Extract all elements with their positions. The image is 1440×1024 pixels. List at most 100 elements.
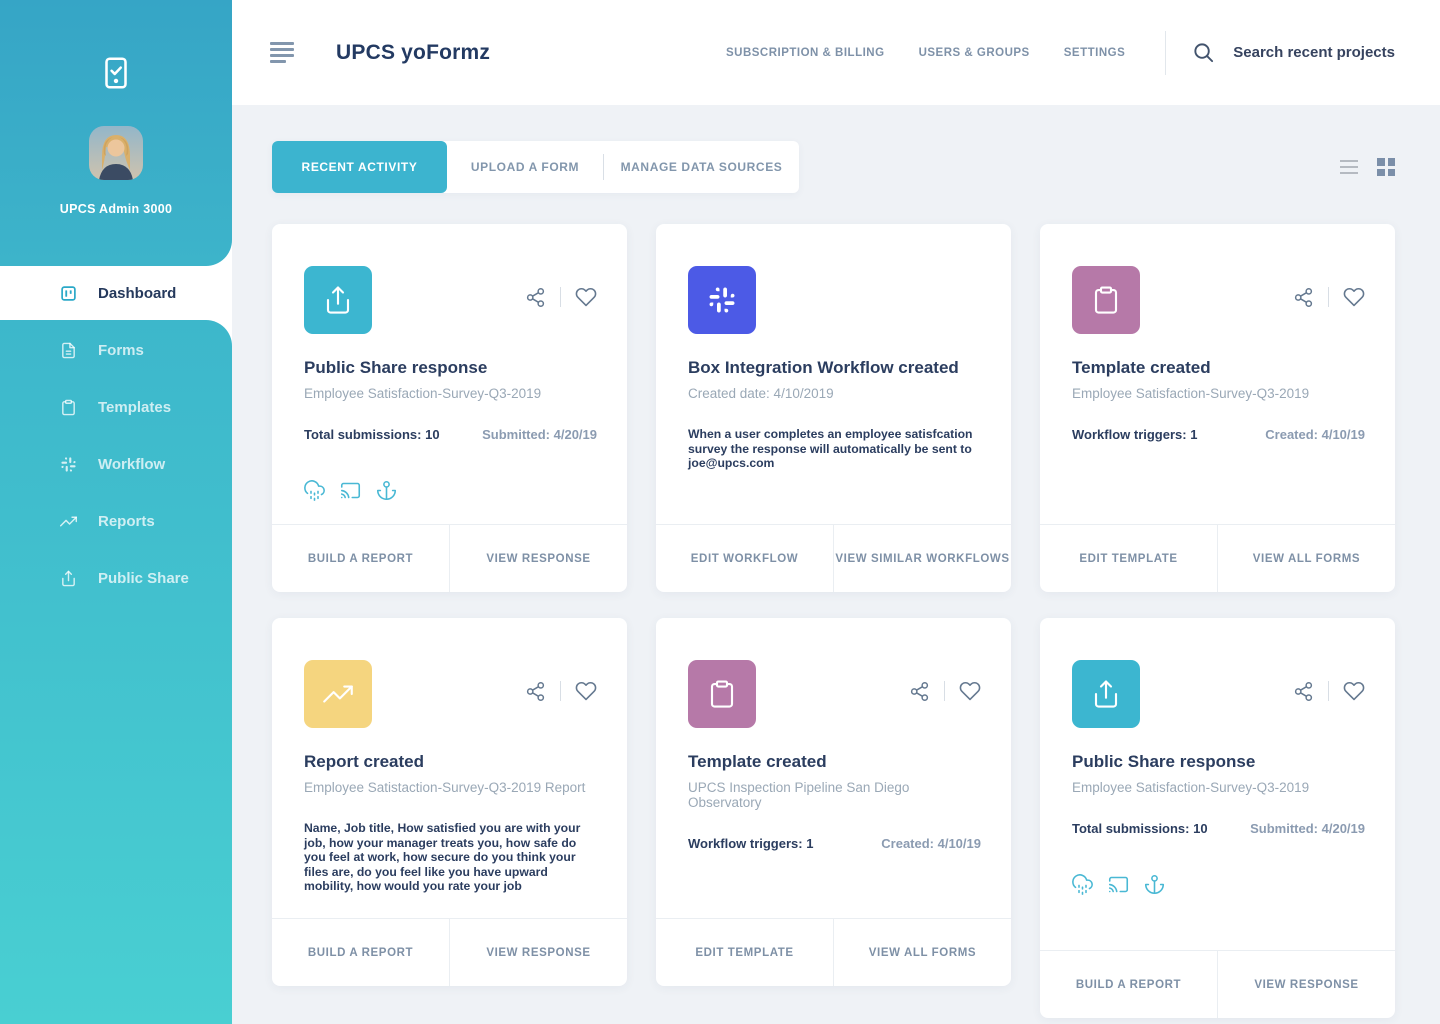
sidebar-item-label: Forms	[98, 342, 144, 359]
tab-bar: RECENT ACTIVITY UPLOAD A FORM MANAGE DAT…	[272, 141, 799, 193]
build-a-report-button[interactable]: BUILD A REPORT	[1075, 978, 1182, 991]
report-fields-summary: Name, Job title, How satisfied you are w…	[304, 821, 581, 893]
sidebar-item-label: Reports	[98, 513, 155, 530]
search-box[interactable]: Search recent projects	[1192, 41, 1395, 64]
grid-view-icon[interactable]	[1377, 158, 1395, 176]
sidebar-item-public-share[interactable]: Public Share	[0, 550, 232, 607]
tabs-row: RECENT ACTIVITY UPLOAD A FORM MANAGE DAT…	[272, 141, 1395, 193]
anchor-icon	[1144, 874, 1165, 895]
icon-divider	[560, 287, 561, 307]
total-submissions: Total submissions: 10	[1072, 821, 1208, 836]
integration-icons	[304, 480, 597, 501]
share-upload-icon	[1072, 660, 1140, 728]
cast-icon	[340, 480, 361, 501]
nav-settings[interactable]: SETTINGS	[1063, 46, 1126, 59]
favorite-heart-icon[interactable]	[1343, 680, 1365, 702]
card-box-integration-workflow: Box Integration Workflow created Created…	[656, 224, 1011, 592]
card-report-created: Report created Employee Satistaction-Sur…	[272, 618, 627, 986]
workflow-triggers: Workflow triggers: 1	[688, 836, 814, 851]
menu-icon[interactable]	[270, 42, 294, 63]
build-a-report-button[interactable]: BUILD A REPORT	[307, 552, 414, 565]
favorite-heart-icon[interactable]	[1343, 286, 1365, 308]
cast-icon	[1108, 874, 1129, 895]
sidebar-item-label: Public Share	[98, 570, 189, 587]
workflow-triggers: Workflow triggers: 1	[1072, 427, 1198, 442]
created-date: Created: 4/10/19	[881, 836, 981, 851]
clipboard-icon	[60, 399, 77, 416]
sidebar-item-forms[interactable]: Forms	[0, 322, 232, 379]
share-upload-icon	[304, 266, 372, 334]
view-similar-workflows-button[interactable]: VIEW SIMILAR WORKFLOWS	[833, 525, 1011, 592]
sidebar: UPCS Admin 3000 Dashboard	[0, 0, 232, 1024]
sidebar-item-label: Dashboard	[98, 284, 177, 302]
nav-users-groups[interactable]: USERS & GROUPS	[918, 46, 1030, 59]
anchor-icon	[376, 480, 397, 501]
card-title: Box Integration Workflow created	[688, 358, 959, 377]
view-toggles	[1340, 158, 1395, 176]
card-template-created: Template created UPCS Inspection Pipelin…	[656, 618, 1011, 986]
avatar[interactable]	[89, 126, 143, 180]
favorite-heart-icon[interactable]	[959, 680, 981, 702]
tab-recent-activity[interactable]: RECENT ACTIVITY	[272, 141, 447, 193]
tab-divider	[603, 154, 604, 180]
workflow-description: When a user completes an employee satisf…	[688, 427, 973, 470]
share-icon[interactable]	[1293, 287, 1314, 308]
file-icon	[60, 342, 77, 359]
card-public-share-response: Public Share response Employee Satisfact…	[1040, 618, 1395, 1018]
edit-template-button[interactable]: EDIT TEMPLATE	[1079, 552, 1178, 565]
card-subtitle: UPCS Inspection Pipeline San Diego Obser…	[688, 780, 910, 810]
icon-divider	[560, 681, 561, 701]
card-public-share-response: Public Share response Employee Satisfact…	[272, 224, 627, 592]
submitted-date: Submitted: 4/20/19	[482, 427, 597, 442]
search-icon	[1192, 41, 1215, 64]
cloud-drizzle-icon	[304, 480, 325, 501]
view-all-forms-button[interactable]: VIEW ALL FORMS	[1217, 525, 1395, 592]
top-bar: UPCS yoFormz SUBSCRIPTION & BILLING USER…	[232, 0, 1440, 105]
edit-workflow-button[interactable]: EDIT WORKFLOW	[690, 552, 799, 565]
submitted-date: Submitted: 4/20/19	[1250, 821, 1365, 836]
card-title: Report created	[304, 752, 424, 771]
card-subtitle: Employee Satisfaction-Survey-Q3-2019	[1072, 386, 1310, 401]
view-response-button[interactable]: VIEW RESPONSE	[449, 525, 627, 592]
total-submissions: Total submissions: 10	[304, 427, 440, 442]
main-area: UPCS yoFormz SUBSCRIPTION & BILLING USER…	[232, 0, 1440, 1024]
share-icon[interactable]	[525, 681, 546, 702]
view-response-button[interactable]: VIEW RESPONSE	[1217, 951, 1395, 1018]
share-icon[interactable]	[525, 287, 546, 308]
clipboard-icon	[688, 660, 756, 728]
integration-icons	[1072, 874, 1365, 895]
sidebar-item-templates[interactable]: Templates	[0, 379, 232, 436]
card-template-created: Template created Employee Satisfaction-S…	[1040, 224, 1395, 592]
nav-subscription-billing[interactable]: SUBSCRIPTION & BILLING	[725, 46, 885, 59]
list-view-icon[interactable]	[1340, 159, 1358, 175]
tab-upload-a-form[interactable]: UPLOAD A FORM	[470, 160, 580, 174]
workflow-asterisk-icon	[60, 456, 77, 473]
favorite-heart-icon[interactable]	[575, 286, 597, 308]
search-input[interactable]: Search recent projects	[1233, 44, 1395, 61]
page-title: UPCS yoFormz	[336, 40, 491, 64]
created-date: Created: 4/10/19	[1265, 427, 1365, 442]
view-response-button[interactable]: VIEW RESPONSE	[449, 919, 627, 986]
build-a-report-button[interactable]: BUILD A REPORT	[307, 946, 414, 959]
card-subtitle: Employee Satistaction-Survey-Q3-2019 Rep…	[304, 780, 586, 795]
share-icon[interactable]	[909, 681, 930, 702]
trending-up-icon	[304, 660, 372, 728]
sidebar-bottom-section: Forms Templates	[0, 320, 232, 1024]
edit-template-button[interactable]: EDIT TEMPLATE	[695, 946, 794, 959]
app-logo-icon	[97, 54, 135, 92]
share-icon[interactable]	[1293, 681, 1314, 702]
tab-manage-data-sources[interactable]: MANAGE DATA SOURCES	[620, 160, 783, 174]
sidebar-item-workflow[interactable]: Workflow	[0, 436, 232, 493]
card-title: Public Share response	[1072, 752, 1256, 771]
view-all-forms-button[interactable]: VIEW ALL FORMS	[833, 919, 1011, 986]
sidebar-item-reports[interactable]: Reports	[0, 493, 232, 550]
sidebar-item-label: Templates	[98, 399, 172, 416]
top-nav: SUBSCRIPTION & BILLING USERS & GROUPS SE…	[726, 47, 1125, 59]
sidebar-item-dashboard[interactable]: Dashboard	[0, 266, 232, 320]
favorite-heart-icon[interactable]	[575, 680, 597, 702]
card-subtitle: Employee Satisfaction-Survey-Q3-2019	[1072, 780, 1310, 795]
card-title: Template created	[1072, 358, 1211, 377]
created-date: Created date: 4/10/2019	[688, 386, 834, 401]
icon-divider	[944, 681, 945, 701]
